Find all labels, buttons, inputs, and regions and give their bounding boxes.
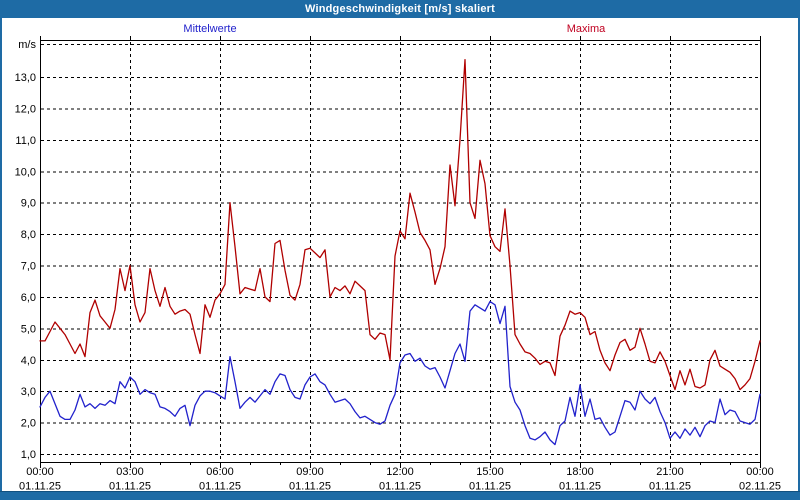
frame-right-border	[798, 18, 800, 492]
svg-text:8,0: 8,0	[21, 229, 36, 241]
x-tick-time: 00:00	[746, 466, 774, 478]
x-tick-date: 01.11.25	[109, 481, 151, 493]
x-axis-labels: 00:00 01.11.25 03:00 01.11.25 06:00 01.11.25 0…	[19, 466, 781, 493]
window-title: Windgeschwindigkeit [m/s] skaliert	[304, 3, 496, 15]
title-bar: Windgeschwindigkeit [m/s] skaliert	[0, 0, 800, 18]
x-tick-time: 00:00	[26, 466, 54, 478]
frame-left-border	[0, 18, 2, 492]
svg-text:2,0: 2,0	[21, 418, 36, 430]
x-tick-time: 18:00	[566, 466, 594, 478]
x-tick-date: 01.11.25	[469, 481, 511, 493]
svg-text:7,0: 7,0	[21, 261, 36, 273]
x-tick-date: 01.11.25	[379, 481, 421, 493]
svg-text:4,0: 4,0	[21, 355, 36, 367]
x-tick-date: 01.11.25	[289, 481, 331, 493]
frame-bottom-bar	[0, 491, 800, 500]
svg-text:1,0: 1,0	[21, 449, 36, 461]
svg-text:13,0: 13,0	[15, 72, 36, 84]
legend-max-label: Maxima	[566, 23, 606, 35]
svg-text:6,0: 6,0	[21, 292, 36, 304]
legend-mean-label: Mittelwerte	[183, 23, 237, 35]
x-tick-date: 01.11.25	[19, 481, 61, 493]
x-tick-date: 01.11.25	[199, 481, 241, 493]
y-axis-unit-label: m/s	[18, 39, 36, 51]
x-tick-date: 01.11.25	[559, 481, 601, 493]
svg-text:10,0: 10,0	[15, 166, 36, 178]
x-tick-date: 02.11.25	[739, 481, 781, 493]
svg-text:11,0: 11,0	[15, 135, 36, 147]
svg-text:12,0: 12,0	[15, 103, 36, 115]
x-tick-time: 21:00	[656, 466, 684, 478]
axis-frame	[40, 36, 761, 468]
svg-text:9,0: 9,0	[21, 198, 36, 210]
x-tick-date: 01.11.25	[649, 481, 691, 493]
x-tick-time: 12:00	[386, 466, 414, 478]
x-tick-time: 15:00	[476, 466, 504, 478]
gridlines	[41, 42, 759, 461]
series-line-maxima	[39, 59, 761, 391]
x-tick-time: 06:00	[206, 466, 234, 478]
svg-text:3,0: 3,0	[21, 386, 36, 398]
svg-text:5,0: 5,0	[21, 323, 36, 335]
x-tick-time: 09:00	[296, 466, 324, 478]
series-line-mittelwerte	[39, 300, 761, 446]
y-axis-labels: 1,0 2,0 3,0 4,0 5,0 6,0 7,0 8,0 9,0 10,0 11,0 12,0 1…	[15, 39, 37, 461]
x-tick-time: 03:00	[116, 466, 144, 478]
